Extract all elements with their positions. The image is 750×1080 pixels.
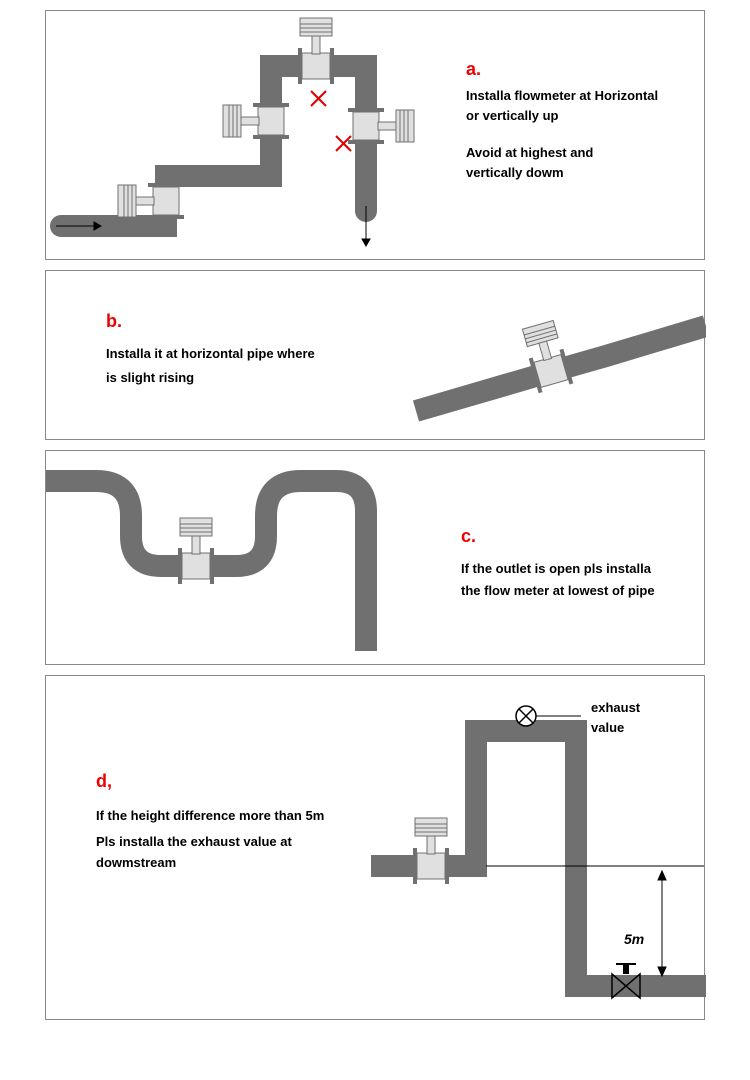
text-line: Pls installa the exhaust value at <box>96 832 324 852</box>
panel-letter: c. <box>461 526 655 547</box>
text-line: the flow meter at lowest of pipe <box>461 581 655 601</box>
panel-a: a. Installa flowmeter at Horizontal or v… <box>45 10 705 260</box>
exhaust-label: exhaust <box>591 698 640 718</box>
text-line: Installa flowmeter at Horizontal <box>466 86 658 106</box>
panel-letter: d, <box>96 771 324 792</box>
panel-c: c. If the outlet is open pls installa th… <box>45 450 705 665</box>
dimension-label: 5m <box>624 931 644 947</box>
text-line: Avoid at highest and <box>466 143 658 163</box>
dimension-arrow-icon <box>658 871 666 976</box>
panel-letter: a. <box>466 59 658 80</box>
value-label: value <box>591 718 640 738</box>
panel-letter: b. <box>106 311 315 332</box>
x-mark-icon <box>311 91 326 106</box>
text-line: If the outlet is open pls installa <box>461 559 655 579</box>
panel-d: d, If the height difference more than 5m… <box>45 675 705 1020</box>
text-line: Installa it at horizontal pipe where <box>106 344 315 364</box>
text-line: dowmstream <box>96 853 324 873</box>
text-line: If the height difference more than 5m <box>96 806 324 826</box>
text-line: vertically dowm <box>466 163 658 183</box>
panel-b: b. Installa it at horizontal pipe where … <box>45 270 705 440</box>
text-line: is slight rising <box>106 368 315 388</box>
text-line: or vertically up <box>466 106 658 126</box>
